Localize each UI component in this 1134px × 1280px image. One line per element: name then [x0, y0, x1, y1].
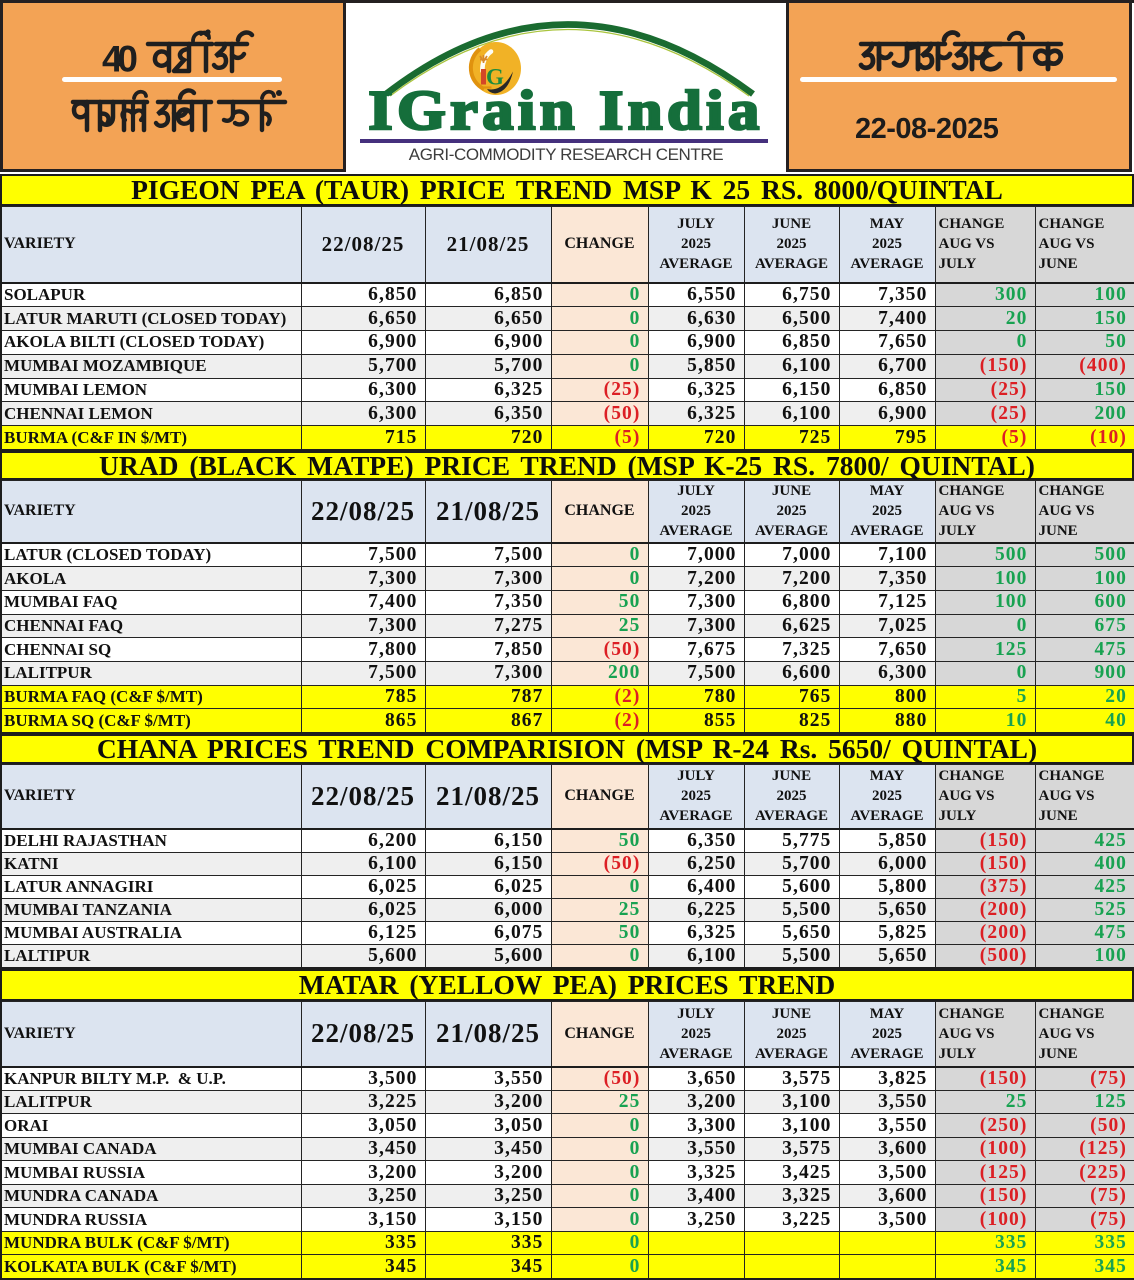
svg-text:G: G: [486, 65, 504, 90]
svg-text:40: 40: [102, 39, 138, 80]
